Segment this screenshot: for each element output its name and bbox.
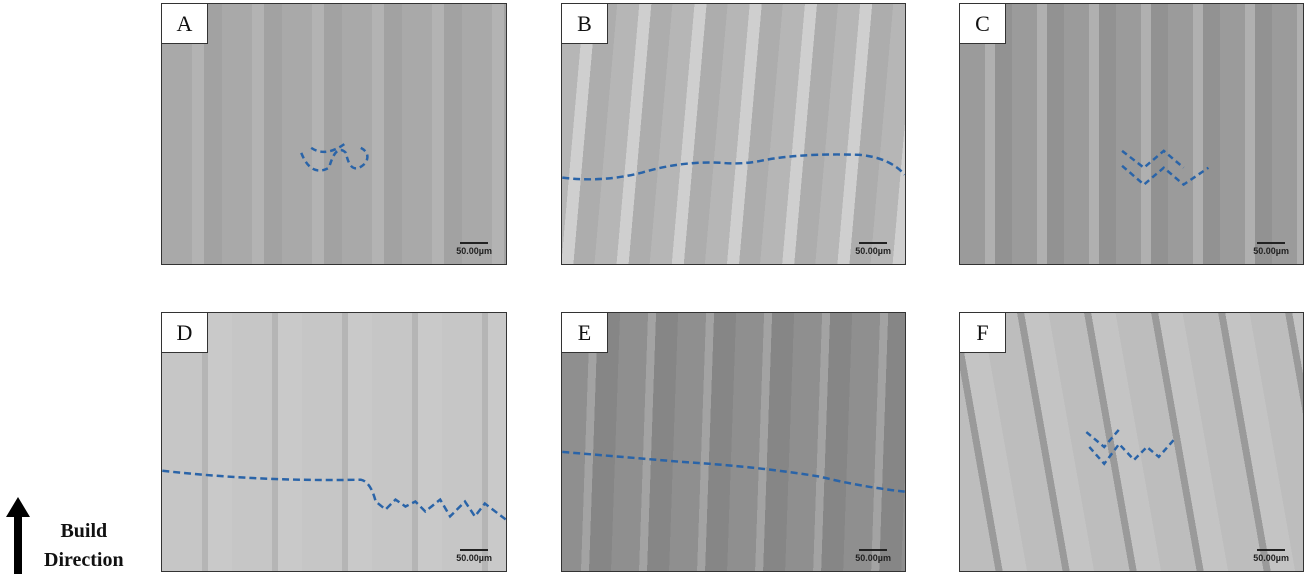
scale-bar: 50.00µm (855, 549, 891, 563)
scale-bar: 50.00µm (1253, 242, 1289, 256)
micrograph-c: C 50.00µm (959, 3, 1304, 265)
panel-label: F (960, 313, 1006, 353)
scale-bar-label: 50.00µm (1253, 246, 1289, 256)
scale-bar-label: 50.00µm (1253, 553, 1289, 563)
micrograph-e: E 50.00µm (561, 312, 906, 572)
melt-pool-boundary (562, 153, 905, 181)
scale-bar: 50.00µm (855, 242, 891, 256)
build-direction-line1: Build (60, 520, 108, 542)
scale-bar: 50.00µm (456, 242, 492, 256)
micrograph-a: A 50.00µm (161, 3, 507, 265)
micrograph-image (960, 313, 1303, 571)
build-direction-label: Build Direction (44, 517, 124, 575)
melt-pool-boundary (1085, 426, 1175, 466)
micrograph-image (162, 313, 506, 571)
build-direction-line2: Direction (44, 549, 124, 571)
micrograph-image (960, 4, 1303, 264)
scale-bar-label: 50.00µm (855, 246, 891, 256)
panel-label: B (562, 4, 608, 44)
panel-label: A (162, 4, 208, 44)
micrograph-b: B 50.00µm (561, 3, 906, 265)
micrograph-image (562, 313, 905, 571)
scale-bar: 50.00µm (1253, 549, 1289, 563)
melt-pool-boundary (300, 141, 369, 172)
micrograph-image (162, 4, 506, 264)
scale-bar-label: 50.00µm (456, 553, 492, 563)
scale-bar: 50.00µm (456, 549, 492, 563)
arrow-up-icon (6, 497, 30, 574)
micrograph-image (562, 4, 905, 264)
micrograph-f: F 50.00µm (959, 312, 1304, 572)
melt-pool-boundary (1121, 149, 1210, 187)
scale-bar-label: 50.00µm (855, 553, 891, 563)
panel-label: D (162, 313, 208, 353)
scale-bar-label: 50.00µm (456, 246, 492, 256)
panel-label: E (562, 313, 608, 353)
melt-pool-boundary (562, 450, 905, 493)
melt-pool-boundary (162, 469, 506, 521)
panel-label: C (960, 4, 1006, 44)
micrograph-d: D 50.00µm (161, 312, 507, 572)
